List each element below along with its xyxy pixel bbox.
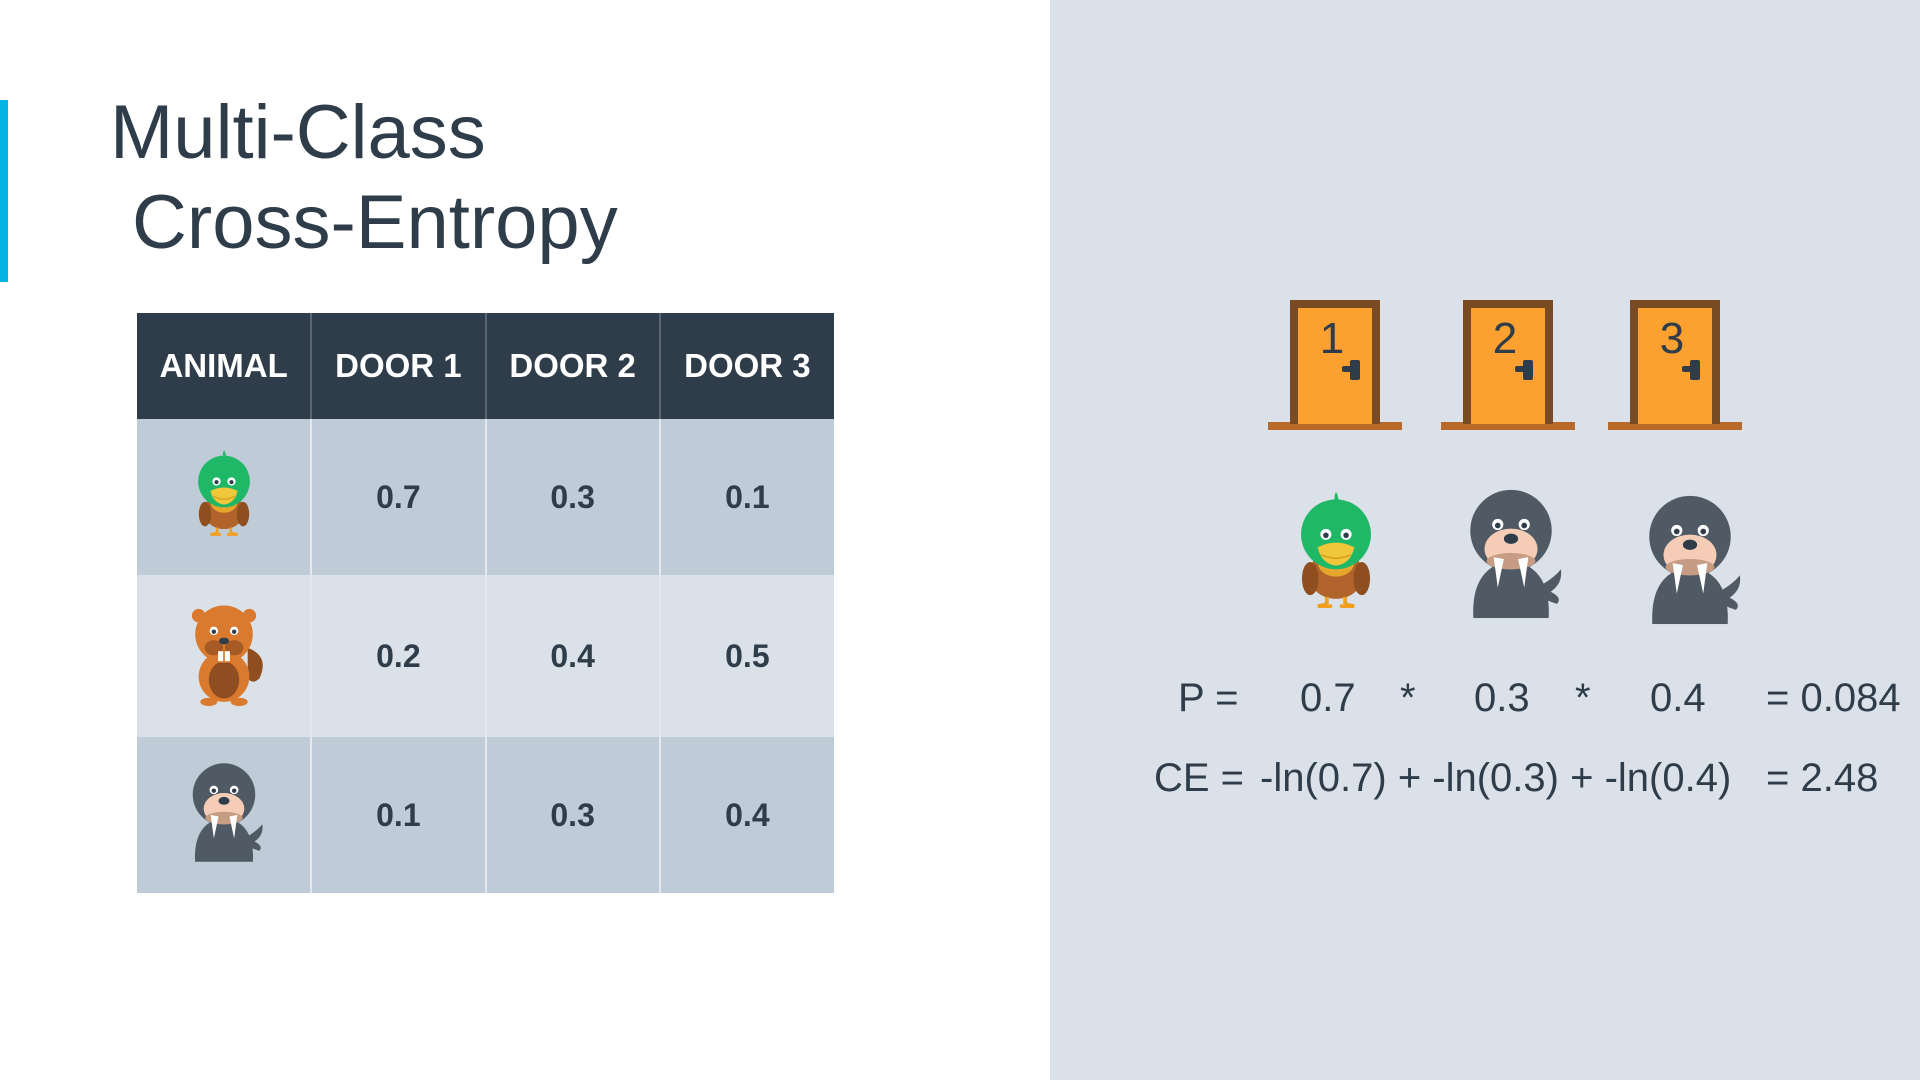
walrus-icon [181,758,267,864]
table-row: 0.1 0.3 0.4 [137,737,834,893]
value-cell: 0.2 [310,575,486,737]
header-door-2: DOOR 2 [484,313,660,419]
table-row: 0.7 0.3 0.1 [137,419,834,575]
animal-cell [137,737,312,893]
table-header-row: ANIMAL DOOR 1 DOOR 2 DOOR 3 [137,313,834,419]
value-cell: 0.1 [658,419,834,575]
probability-table: ANIMAL DOOR 1 DOOR 2 DOOR 3 0.7 0.3 0.1 … [137,313,834,893]
header-door-1: DOOR 1 [310,313,486,419]
p-operator: * [1400,676,1416,720]
slide-title: Multi-Class Cross-Entropy [110,88,618,268]
title-line-1: Multi-Class [110,90,486,175]
accent-bar [0,100,8,282]
value-cell: 0.7 [310,419,486,575]
header-animal: ANIMAL [137,313,312,419]
value-cell: 0.4 [484,575,660,737]
value-cell: 0.4 [658,737,834,893]
p-term: 0.3 [1474,676,1530,720]
walrus-icon [1455,484,1567,620]
p-term: 0.7 [1300,676,1356,720]
example-panel: 1 2 3 P = 0.7 * 0.3 * 0.4 = 0.084 CE = -… [1050,0,1920,1080]
value-cell: 0.5 [658,575,834,737]
p-operator: * [1575,676,1591,720]
value-cell: 0.3 [484,737,660,893]
duck-icon [190,437,258,549]
ce-label: CE = [1154,756,1245,800]
duck-icon [1290,476,1382,624]
header-door-3: DOOR 3 [658,313,834,419]
p-label: P = [1178,676,1239,720]
door-1: 1 [1268,300,1402,432]
value-cell: 0.3 [484,419,660,575]
beaver-icon [179,597,269,707]
p-term: 0.4 [1650,676,1706,720]
door-number: 2 [1492,314,1518,363]
door-2: 2 [1441,300,1575,432]
title-line-2: Cross-Entropy [132,180,618,265]
door-number: 1 [1319,314,1345,363]
value-cell: 0.1 [310,737,486,893]
ce-result: = 2.48 [1766,756,1879,800]
ce-expression: -ln(0.7) + -ln(0.3) + -ln(0.4) [1260,756,1732,800]
door-number: 3 [1659,314,1685,363]
walrus-icon [1634,490,1746,626]
animal-cell [137,419,312,575]
table-row: 0.2 0.4 0.5 [137,575,834,737]
p-result: = 0.084 [1766,676,1901,720]
door-3: 3 [1608,300,1742,432]
animal-cell [137,575,312,737]
